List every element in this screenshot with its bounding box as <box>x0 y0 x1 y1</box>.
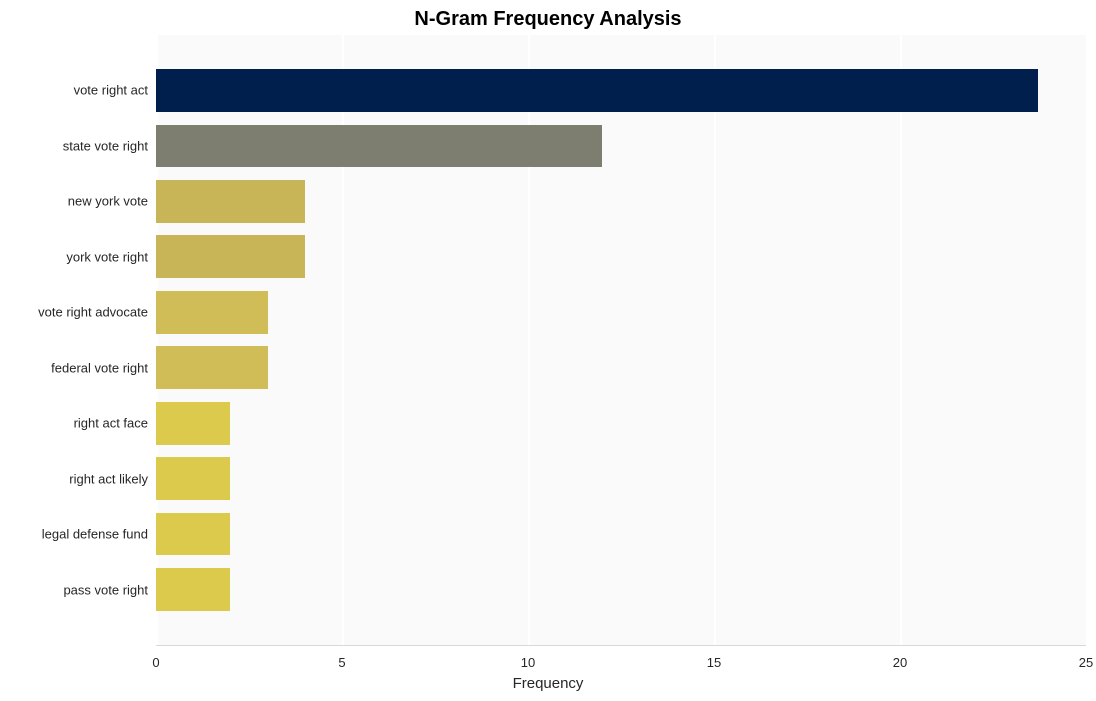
x-tick-label: 10 <box>521 655 535 670</box>
bar <box>156 69 1038 112</box>
chart-title: N-Gram Frequency Analysis <box>0 8 1096 31</box>
bar <box>156 402 230 445</box>
bar <box>156 235 305 278</box>
y-tick-label: legal defense fund <box>42 527 148 542</box>
bar <box>156 180 305 223</box>
bar <box>156 346 268 389</box>
y-tick-label: federal vote right <box>51 360 148 375</box>
x-tick-label: 0 <box>152 655 159 670</box>
x-axis-label: Frequency <box>0 675 1096 692</box>
bar <box>156 568 230 611</box>
y-tick-label: right act likely <box>69 471 148 486</box>
y-tick-label: right act face <box>74 416 148 431</box>
plot-area <box>156 35 1086 645</box>
y-tick-label: pass vote right <box>63 582 148 597</box>
x-tick-label: 15 <box>707 655 721 670</box>
gridline <box>900 35 902 645</box>
y-tick-label: york vote right <box>66 249 148 264</box>
bar <box>156 125 602 168</box>
y-tick-label: new york vote <box>68 194 148 209</box>
gridline <box>714 35 716 645</box>
x-axis-line <box>156 645 1086 646</box>
x-tick-label: 20 <box>893 655 907 670</box>
y-tick-label: state vote right <box>63 138 148 153</box>
x-tick-label: 25 <box>1079 655 1093 670</box>
gridline <box>1086 35 1088 645</box>
y-tick-label: vote right act <box>74 83 148 98</box>
bar <box>156 291 268 334</box>
x-tick-label: 5 <box>338 655 345 670</box>
bar <box>156 457 230 500</box>
bar <box>156 513 230 556</box>
y-tick-label: vote right advocate <box>38 305 148 320</box>
